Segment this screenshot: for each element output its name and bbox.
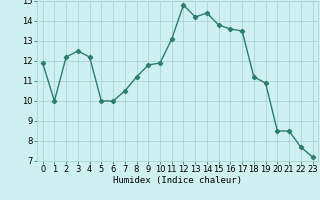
X-axis label: Humidex (Indice chaleur): Humidex (Indice chaleur) — [113, 176, 242, 185]
